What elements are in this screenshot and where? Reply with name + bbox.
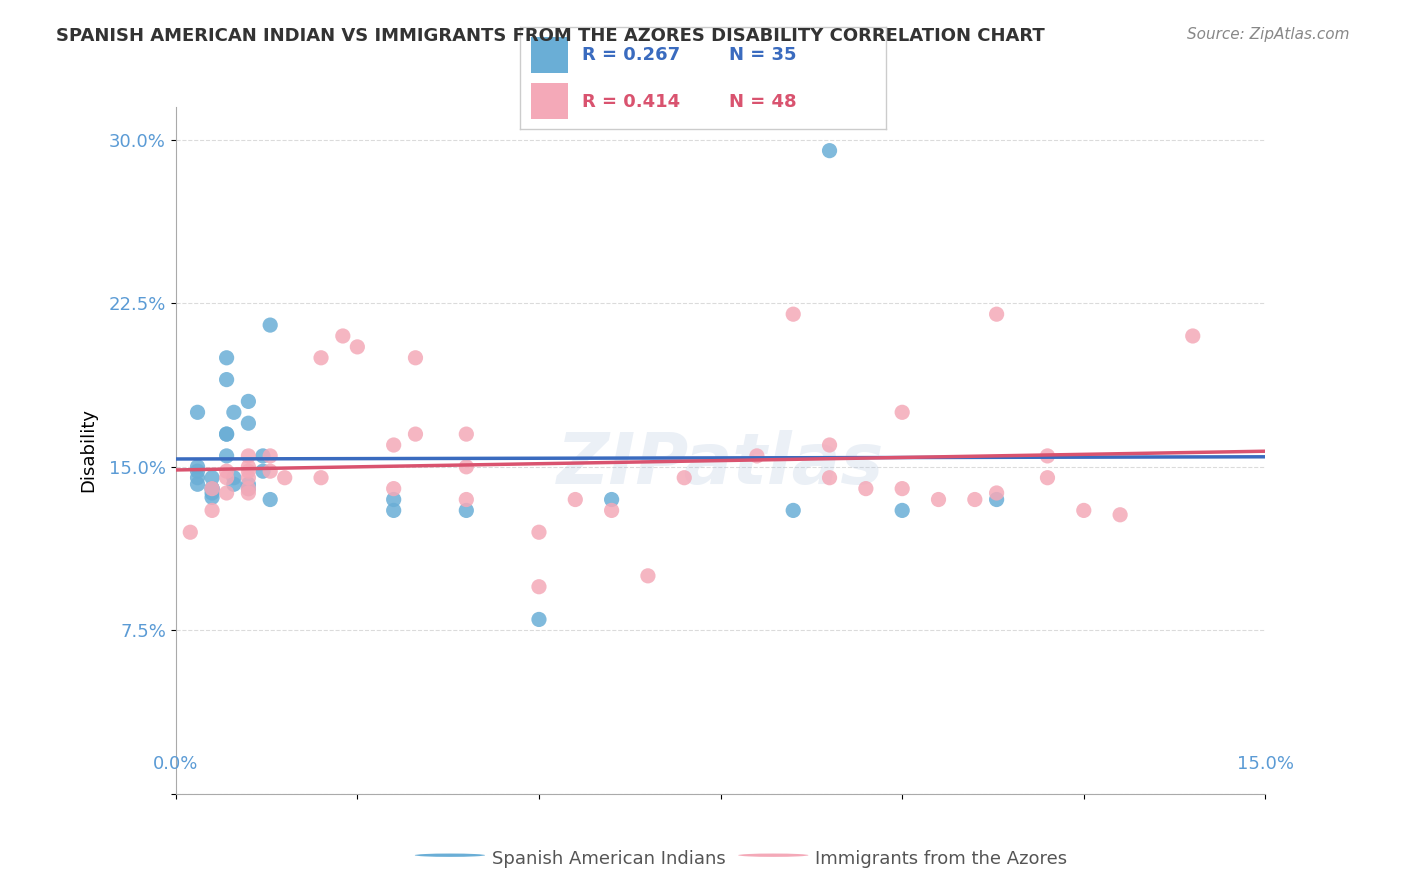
Point — [382, 492, 405, 507]
Point — [179, 525, 201, 540]
Point — [238, 459, 260, 474]
Point — [222, 405, 245, 419]
Point — [891, 482, 914, 496]
Point — [600, 503, 623, 517]
Point — [1073, 503, 1095, 517]
Point — [238, 394, 260, 409]
Point — [252, 449, 274, 463]
Point — [201, 482, 224, 496]
Text: SPANISH AMERICAN INDIAN VS IMMIGRANTS FROM THE AZORES DISABILITY CORRELATION CHA: SPANISH AMERICAN INDIAN VS IMMIGRANTS FR… — [56, 27, 1045, 45]
Point — [259, 492, 281, 507]
Point — [238, 482, 260, 496]
Point — [456, 492, 478, 507]
Text: Spanish American Indians: Spanish American Indians — [492, 849, 725, 868]
Point — [215, 464, 238, 478]
Text: 0.0%: 0.0% — [153, 755, 198, 772]
Point — [274, 471, 297, 485]
Point — [891, 503, 914, 517]
Point — [201, 482, 224, 496]
Text: Immigrants from the Azores: Immigrants from the Azores — [815, 849, 1067, 868]
Text: ZIPatlas: ZIPatlas — [557, 430, 884, 499]
Point — [564, 492, 586, 507]
Point — [382, 482, 405, 496]
Point — [186, 477, 209, 491]
Point — [986, 492, 1008, 507]
Point — [1036, 449, 1059, 463]
Point — [986, 486, 1008, 500]
Point — [963, 492, 986, 507]
Point — [238, 416, 260, 430]
Point — [745, 449, 768, 463]
Text: R = 0.267: R = 0.267 — [582, 46, 681, 64]
Bar — [531, 83, 568, 119]
Text: N = 48: N = 48 — [728, 93, 796, 111]
Point — [222, 471, 245, 485]
Point — [527, 525, 550, 540]
Point — [186, 464, 209, 478]
Point — [782, 503, 804, 517]
Point — [201, 486, 224, 500]
Point — [215, 373, 238, 387]
Point — [818, 438, 841, 452]
Y-axis label: Disability: Disability — [80, 409, 97, 492]
Point — [456, 459, 478, 474]
Text: Source: ZipAtlas.com: Source: ZipAtlas.com — [1187, 27, 1350, 42]
Point — [1036, 471, 1059, 485]
Point — [405, 351, 427, 365]
Point — [215, 351, 238, 365]
Point — [238, 477, 260, 491]
Text: 15.0%: 15.0% — [1237, 755, 1294, 772]
Point — [527, 580, 550, 594]
Point — [238, 486, 260, 500]
Point — [855, 482, 877, 496]
Point — [928, 492, 950, 507]
Point — [259, 318, 281, 332]
Point — [309, 471, 332, 485]
Point — [782, 307, 804, 321]
Point — [332, 329, 354, 343]
Point — [238, 464, 260, 478]
Point — [637, 569, 659, 583]
Point — [456, 503, 478, 517]
Point — [201, 471, 224, 485]
Point — [456, 427, 478, 442]
Point — [215, 427, 238, 442]
Point — [818, 144, 841, 158]
Point — [818, 471, 841, 485]
Point — [238, 449, 260, 463]
Point — [382, 503, 405, 517]
Point — [1109, 508, 1132, 522]
Point — [891, 405, 914, 419]
Point — [405, 427, 427, 442]
Point — [986, 307, 1008, 321]
Point — [215, 427, 238, 442]
Point — [1181, 329, 1204, 343]
Point — [600, 492, 623, 507]
Point — [346, 340, 368, 354]
Text: N = 35: N = 35 — [728, 46, 796, 64]
Point — [673, 471, 696, 485]
Point — [238, 471, 260, 485]
Point — [201, 491, 224, 505]
Text: R = 0.414: R = 0.414 — [582, 93, 681, 111]
Point — [309, 351, 332, 365]
Circle shape — [738, 854, 808, 857]
Circle shape — [415, 854, 485, 857]
Point — [186, 405, 209, 419]
Point — [527, 612, 550, 626]
Point — [252, 464, 274, 478]
Point — [186, 471, 209, 485]
Point — [222, 477, 245, 491]
Point — [201, 503, 224, 517]
Point — [215, 486, 238, 500]
Point — [215, 471, 238, 485]
Point — [259, 449, 281, 463]
Point — [186, 459, 209, 474]
Point — [201, 482, 224, 496]
Point — [238, 482, 260, 496]
Bar — [531, 37, 568, 73]
Point — [382, 438, 405, 452]
Point — [215, 449, 238, 463]
Point — [259, 464, 281, 478]
